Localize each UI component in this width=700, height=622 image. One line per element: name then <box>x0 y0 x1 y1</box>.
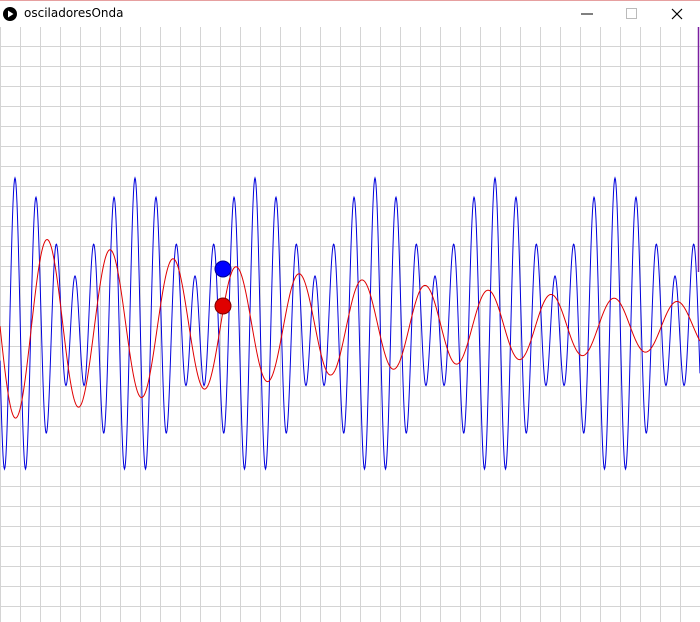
blue-wave <box>0 176 700 471</box>
red-wave <box>0 239 700 419</box>
maximize-button[interactable] <box>626 8 637 19</box>
red-oscillator-dot <box>214 297 232 315</box>
window-title: osciladoresOnda <box>24 6 124 20</box>
close-button[interactable] <box>671 8 683 20</box>
grid <box>0 27 700 622</box>
blue-oscillator-dot <box>214 260 232 278</box>
app-icon-play <box>8 10 14 18</box>
title-bar-icons <box>3 7 683 21</box>
title-bar: osciladoresOnda <box>0 0 700 27</box>
